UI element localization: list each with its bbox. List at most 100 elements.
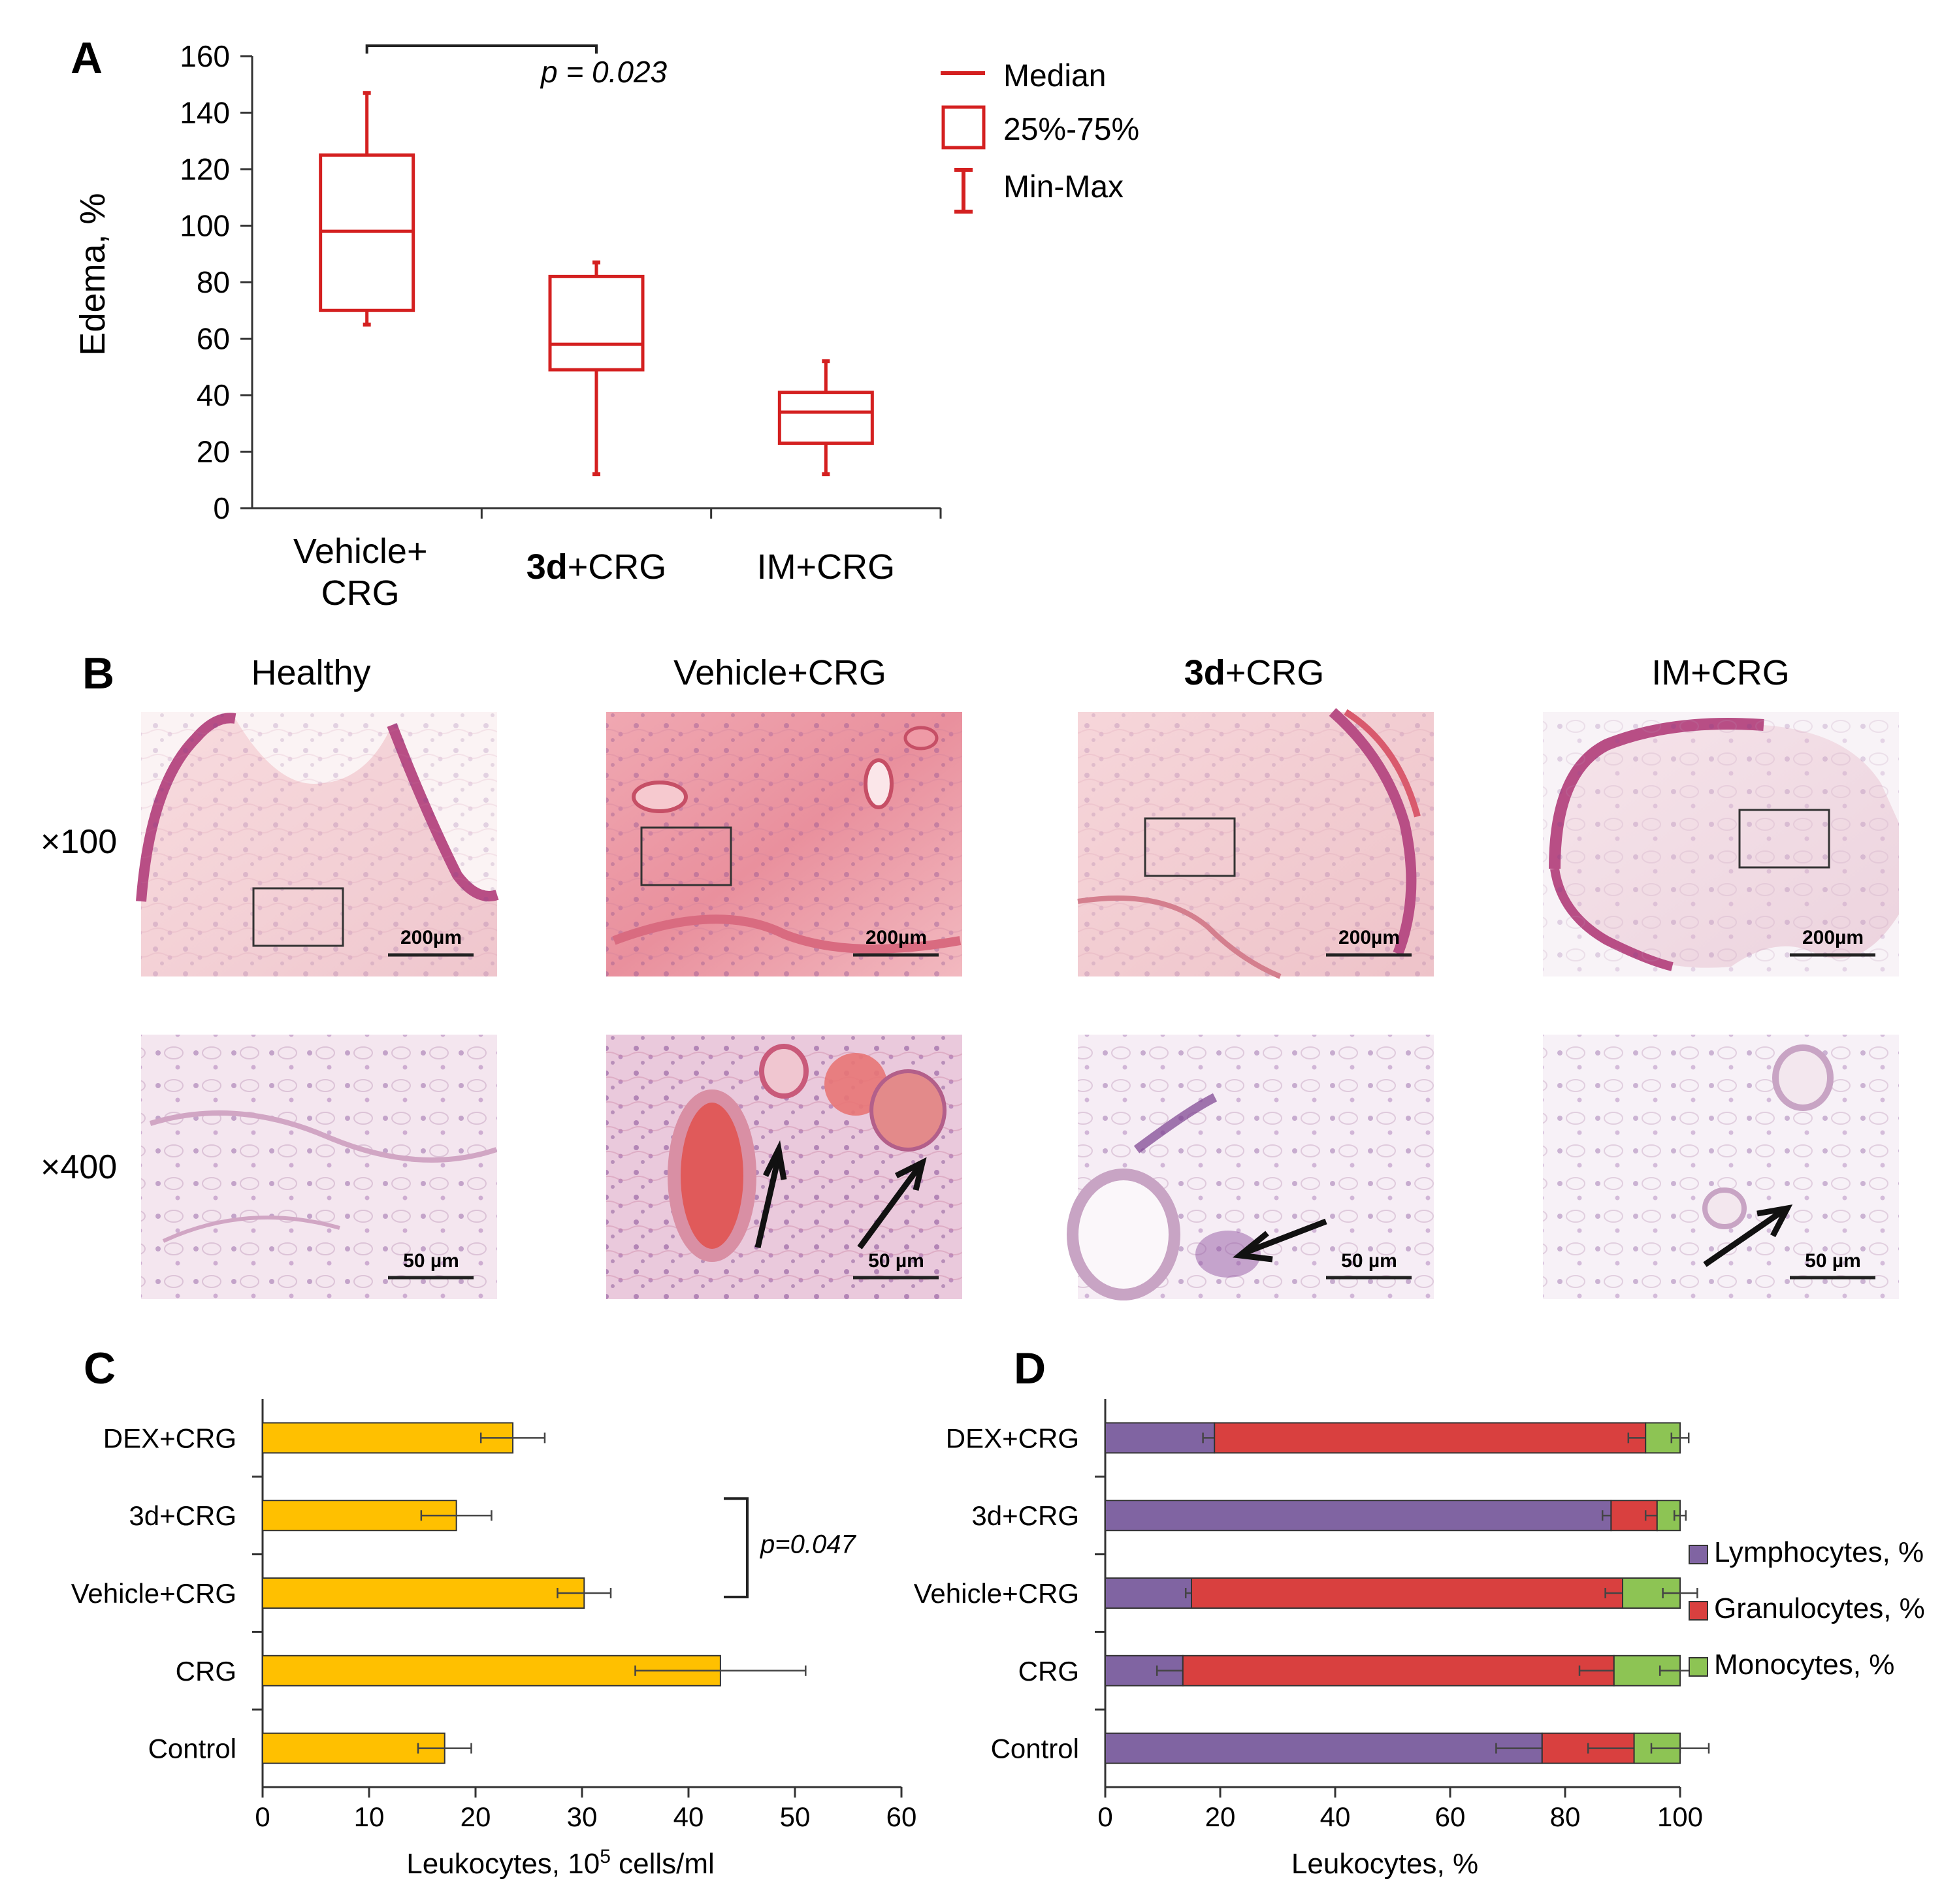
category-label: Vehicle+CRG [293, 532, 428, 613]
bar-segment-2 [1622, 1577, 1681, 1609]
category-label: DEX+CRG [103, 1423, 236, 1453]
panel-a-letter: A [71, 33, 103, 83]
column-title-im-crg: IM+CRG [1651, 653, 1790, 692]
scalebar-label: 50 µm [1805, 1250, 1861, 1272]
box-1 [548, 260, 645, 477]
y-tick-label: 60 [197, 322, 230, 356]
category-label: 3d+CRG [971, 1500, 1079, 1531]
x-tick-label: 20 [461, 1801, 491, 1832]
panel-a: A 0 20 40 60 80 100 120 140 160 Vehicle+ CRG 3d+CR… [71, 33, 1139, 613]
micrograph-vehicle-x400: 50 µm [606, 1035, 962, 1299]
micrograph-3d-x100: 200µm [1077, 707, 1434, 979]
x-tick-label: 10 [354, 1801, 385, 1832]
bar-segment-0 [1105, 1577, 1192, 1609]
y-tick-label: 120 [180, 152, 230, 186]
column-title-3d-crg: 3d+CRG [1184, 653, 1325, 692]
panel-b: B Healthy Vehicle+CRG 3d+CRG IM+CRG ×100… [40, 649, 1899, 1300]
y-tick-label: 140 [180, 96, 230, 130]
x-tick-label: 0 [1097, 1801, 1112, 1832]
scalebar-label: 200µm [400, 927, 462, 948]
x-tick-label: 80 [1550, 1801, 1581, 1832]
legend-median-label: Median [1003, 59, 1106, 93]
p-value-label: p=0.047 [760, 1530, 856, 1559]
y-tick-label: 80 [197, 265, 230, 299]
panel-a-ticks: 0 20 40 60 80 100 120 140 160 [180, 39, 942, 525]
legend-label: Lymphocytes, % [1714, 1536, 1924, 1568]
panel-b-letter: B [82, 649, 114, 698]
box-0 [319, 91, 415, 327]
category-label: 3d+CRG [526, 547, 667, 587]
x-tick-label: 40 [1320, 1801, 1351, 1832]
x-tick-label: 20 [1205, 1801, 1236, 1832]
bar [262, 1732, 445, 1764]
panel-d: D 0 20 40 60 80 100 DEX+CRG 3d+CRG Vehicle+CRG CR… [914, 1344, 1925, 1880]
row-label-x100: ×100 [40, 823, 117, 861]
box-iqr [548, 274, 645, 372]
box-iqr [777, 391, 874, 445]
x-tick-label: 60 [1435, 1801, 1466, 1832]
micrograph-im-x100: 200µm [1543, 712, 1899, 976]
row-label-x400: ×400 [40, 1148, 117, 1186]
scalebar-label: 50 µm [1341, 1250, 1397, 1272]
panel-a-categories: Vehicle+ CRG 3d+CRG IM+CRG [293, 532, 895, 613]
y-tick-label: 160 [180, 39, 230, 73]
panel-d-marks: 0 20 40 60 80 100 DEX+CRG 3d+CRG Vehicle+CRG CRG C… [914, 1422, 1710, 1832]
bar-segment-0 [1105, 1732, 1543, 1764]
panel-a-y-label: Edema, % [73, 193, 112, 355]
micrograph-im-x400: 50 µm [1543, 1035, 1899, 1299]
column-title-healthy: Healthy [251, 653, 370, 692]
category-label: Vehicle+CRG [71, 1578, 236, 1609]
column-title-vehicle-crg: Vehicle+CRG [673, 653, 886, 692]
panel-a-significance: p = 0.023 [365, 44, 668, 89]
x-tick-label: 50 [780, 1801, 811, 1832]
legend-iqr-label: 25%-75% [1003, 112, 1139, 147]
scalebar-label: 200µm [1802, 927, 1864, 948]
scalebar-label: 200µm [1338, 927, 1400, 948]
panel-a-boxes [319, 91, 874, 477]
panel-c-letter: C [84, 1344, 116, 1393]
panel-c-marks: 0 10 20 30 40 50 60 DEX+CRG 3d+CRG Vehicle+CRG CRG… [71, 1422, 917, 1832]
y-tick-label: 20 [197, 435, 230, 469]
panel-a-legend: Median 25%-75% Min-Max [941, 59, 1139, 214]
y-tick-label: 100 [180, 209, 230, 243]
legend-swatch [1689, 1657, 1708, 1677]
scalebar-label: 50 µm [868, 1250, 924, 1272]
legend-box-swatch [941, 105, 986, 150]
category-label: Control [148, 1734, 236, 1764]
p-value-label: p = 0.023 [540, 55, 668, 89]
category-label: IM+CRG [757, 547, 896, 587]
category-label: CRG [176, 1656, 236, 1686]
category-label: 3d+CRG [129, 1500, 236, 1531]
bar [262, 1422, 514, 1454]
bar-segment-1 [1214, 1422, 1647, 1454]
scalebar-label: 50 µm [403, 1250, 459, 1272]
y-tick-label: 40 [197, 378, 230, 412]
micrograph-healthy-x400: 50 µm [141, 1035, 498, 1299]
legend-minmax-label: Min-Max [1003, 170, 1124, 204]
x-tick-label: 40 [673, 1801, 704, 1832]
legend-swatch [1689, 1601, 1708, 1621]
category-label: DEX+CRG [946, 1423, 1079, 1453]
bar-segment-0 [1105, 1422, 1216, 1454]
significance-bracket [365, 44, 598, 54]
x-tick-label: 60 [886, 1801, 917, 1832]
x-tick-label: 30 [567, 1801, 598, 1832]
bar [262, 1577, 585, 1609]
bar-segment-1 [1182, 1654, 1615, 1686]
y-tick-label: 0 [213, 491, 230, 525]
panel-d-x-label: Leukocytes, % [1291, 1848, 1478, 1880]
micrograph-vehicle-x100: 200µm [606, 712, 962, 976]
category-label: CRG [1018, 1656, 1079, 1686]
panel-c-x-label: Leukocytes, 105 cells/ml [406, 1846, 715, 1880]
micrograph-3d-x400: 50 µm [1067, 1035, 1434, 1300]
panel-d-letter: D [1014, 1344, 1046, 1393]
scalebar-label: 200µm [866, 927, 927, 948]
panel-c: C 0 10 20 30 40 50 60 DEX+CRG 3d+CRG Vehicle+CRG C… [71, 1344, 917, 1880]
legend-swatch [1689, 1545, 1708, 1564]
x-tick-label: 100 [1657, 1801, 1703, 1832]
legend-label: Granulocytes, % [1714, 1592, 1925, 1624]
bar-segment-0 [1105, 1500, 1612, 1532]
bar-segment-1 [1191, 1577, 1623, 1609]
significance-bracket [724, 1497, 749, 1598]
panel-d-legend: Lymphocytes, % Granulocytes, % Monocytes, … [1689, 1536, 1925, 1681]
